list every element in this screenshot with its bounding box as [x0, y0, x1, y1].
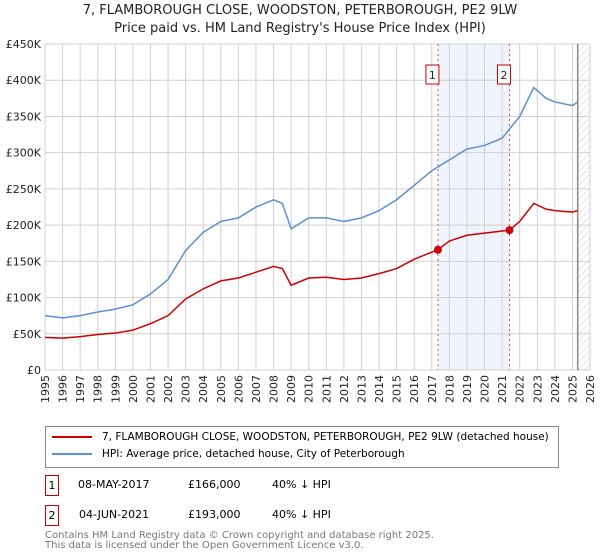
- x-tick-label: 2021: [496, 375, 509, 403]
- sale-point: [433, 245, 442, 254]
- sale-label-box: [425, 64, 440, 85]
- plot-area: 1995 1996 1997 1998 1999 2000 2001 2002 2003 2004…: [6, 38, 597, 403]
- x-tick-label: 2025: [566, 375, 579, 403]
- y-tick-label: £100K: [6, 292, 42, 305]
- x-tick-label: 2010: [303, 375, 316, 403]
- sale-date: 04-JUN-2021: [79, 508, 150, 521]
- x-tick-label: 2000: [127, 375, 140, 403]
- y-tick-label: £50K: [13, 328, 42, 341]
- x-tick-label: 2020: [479, 375, 492, 403]
- sale-price: £193,000: [188, 508, 241, 521]
- x-tick-label: 2024: [549, 375, 562, 403]
- sale-row-2: 2 04-JUN-2021 £193,000 40% ↓ HPI: [45, 505, 545, 526]
- legend: 7, FLAMBOROUGH CLOSE, WOODSTON, PETERBOR…: [45, 426, 559, 468]
- x-tick-label: 2015: [391, 375, 404, 403]
- x-tick-label: 2006: [232, 375, 245, 403]
- legend-line-hpi: [52, 453, 92, 455]
- y-tick-label: £450K: [6, 38, 42, 51]
- x-tick-label: 2009: [285, 375, 298, 403]
- y-tick-label: £150K: [6, 255, 42, 268]
- sale-badge: 2: [45, 505, 59, 526]
- x-tick-label: 1997: [74, 375, 87, 403]
- y-tick-label: £0: [27, 364, 41, 377]
- footer-line-2: This data is licensed under the Open Gov…: [45, 540, 364, 551]
- sale-point: [505, 226, 514, 235]
- x-tick-label: 2023: [531, 375, 544, 403]
- x-tick-label: 2008: [268, 375, 281, 403]
- x-tick-label: 2011: [320, 375, 333, 403]
- hpi-line: [44, 86, 579, 319]
- sale-row-1: 1 08-MAY-2017 £166,000 40% ↓ HPI: [45, 475, 545, 496]
- property-price-line: [44, 202, 578, 339]
- sale-badge: 1: [45, 475, 59, 496]
- sale-hpi-diff: 40% ↓ HPI: [272, 478, 331, 491]
- y-tick-label: £300K: [6, 147, 42, 160]
- sale-label: 1: [429, 69, 436, 82]
- forecast-hatch: [577, 44, 590, 370]
- x-tick-label: 2026: [584, 375, 597, 403]
- x-tick-label: 2017: [426, 375, 439, 403]
- x-tick-label: 2004: [197, 375, 210, 403]
- x-tick-label: 2018: [443, 375, 456, 403]
- chart-title: 7, FLAMBOROUGH CLOSE, WOODSTON, PETERBOR…: [82, 3, 518, 18]
- x-tick-label: 1999: [109, 375, 122, 403]
- sale-hpi-diff: 40% ↓ HPI: [272, 508, 331, 521]
- x-tick-label: 2001: [144, 375, 157, 403]
- sale-price: £166,000: [188, 478, 241, 491]
- x-tick-label: 2019: [461, 375, 474, 403]
- sale-label-box: [496, 64, 511, 85]
- x-tick-label: 2012: [338, 375, 351, 403]
- x-tick-label: 2003: [180, 375, 193, 403]
- x-tick-label: 2007: [250, 375, 263, 403]
- x-tick-label: 2022: [514, 375, 527, 403]
- sale-period-shade: [437, 44, 510, 370]
- y-tick-label: £400K: [6, 74, 42, 87]
- legend-line-property: [52, 436, 92, 438]
- x-tick-label: 2016: [408, 375, 421, 403]
- legend-label-hpi: HPI: Average price, detached house, City…: [102, 448, 405, 460]
- legend-label-property: 7, FLAMBOROUGH CLOSE, WOODSTON, PETERBOR…: [102, 431, 549, 443]
- sale-label: 2: [500, 69, 507, 82]
- x-tick-label: 2002: [162, 375, 175, 403]
- x-tick-label: 1996: [57, 375, 70, 403]
- footer: Contains HM Land Registry data © Crown c…: [45, 531, 434, 551]
- footer-line-1: Contains HM Land Registry data © Crown c…: [45, 530, 434, 541]
- y-tick-label: £200K: [6, 219, 42, 232]
- x-tick-label: 2014: [373, 375, 386, 403]
- y-tick-label: £350K: [6, 110, 42, 123]
- x-tick-label: 1998: [92, 375, 105, 403]
- x-tick-label: 2013: [355, 375, 368, 403]
- sale-date: 08-MAY-2017: [78, 478, 150, 491]
- chart-subtitle: Price paid vs. HM Land Registry's House …: [114, 21, 486, 36]
- y-tick-label: £250K: [6, 183, 42, 196]
- x-tick-label: 2005: [215, 375, 228, 403]
- x-tick-label: 1995: [39, 375, 52, 403]
